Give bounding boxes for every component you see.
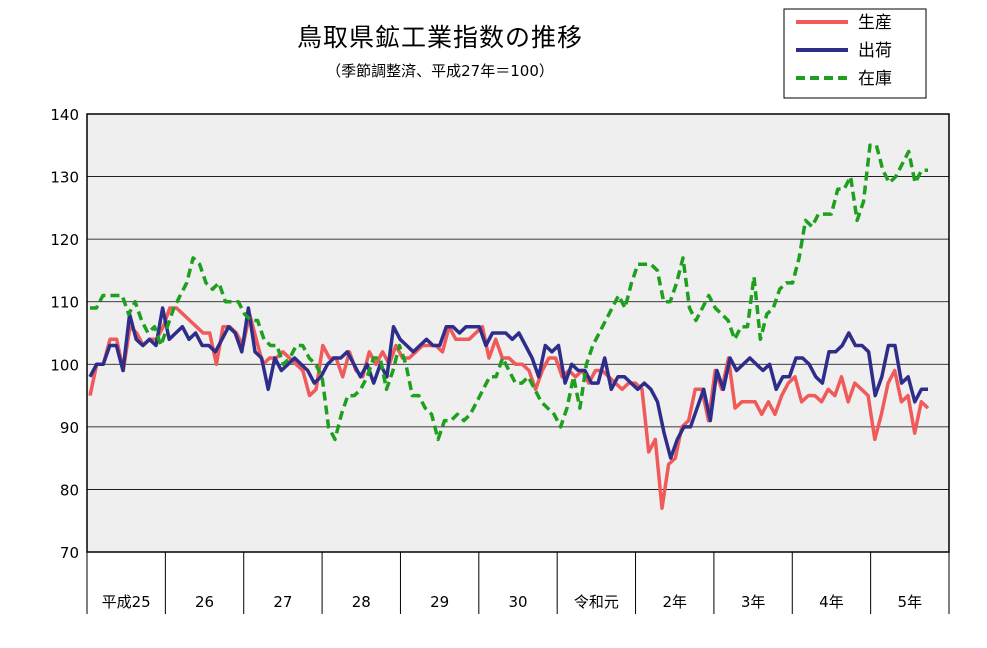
y-tick-label: 110 [50,294,79,312]
legend-label-inventory: 在庫 [858,69,892,89]
series-line-inventory [90,143,928,442]
grid-lines [87,176,949,490]
y-tick-label: 100 [50,356,79,374]
series-line-shipment [88,306,928,460]
x-tick-label: 26 [195,593,214,611]
x-tick-label: 28 [352,593,371,611]
x-tick-label: 令和元 [574,593,619,611]
legend-label-shipment: 出荷 [858,41,892,61]
y-tick-label: 140 [50,106,79,124]
chart-title: 鳥取県鉱工業指数の推移 [296,23,583,52]
x-tick-label: 平成25 [102,593,151,611]
y-tick-label: 70 [60,544,79,562]
x-tick-label: 29 [430,593,449,611]
legend-label-production: 生産 [858,13,892,33]
y-tick-label: 130 [50,169,79,187]
y-tick-label: 90 [60,419,79,437]
x-tick-label: 27 [273,593,292,611]
x-tick-label: 3年 [741,593,766,611]
x-tick-label: 4年 [819,593,844,611]
x-tick-label: 5年 [898,593,923,611]
legend: 生産 出荷 在庫 [783,8,927,99]
x-tick-label: 2年 [662,593,687,611]
x-tick-label: 30 [508,593,527,611]
y-tick-label: 80 [60,481,79,499]
x-axis: 平成25 26 27 28 29 30 令和元 2年 3年 4年 5年 [86,552,950,614]
y-tick-label: 120 [50,231,79,249]
series-group [88,143,930,510]
y-axis: 70 80 90 100 110 120 130 140 [50,106,79,562]
chart-subtitle: （季節調整済、平成27年＝100） [326,62,554,80]
